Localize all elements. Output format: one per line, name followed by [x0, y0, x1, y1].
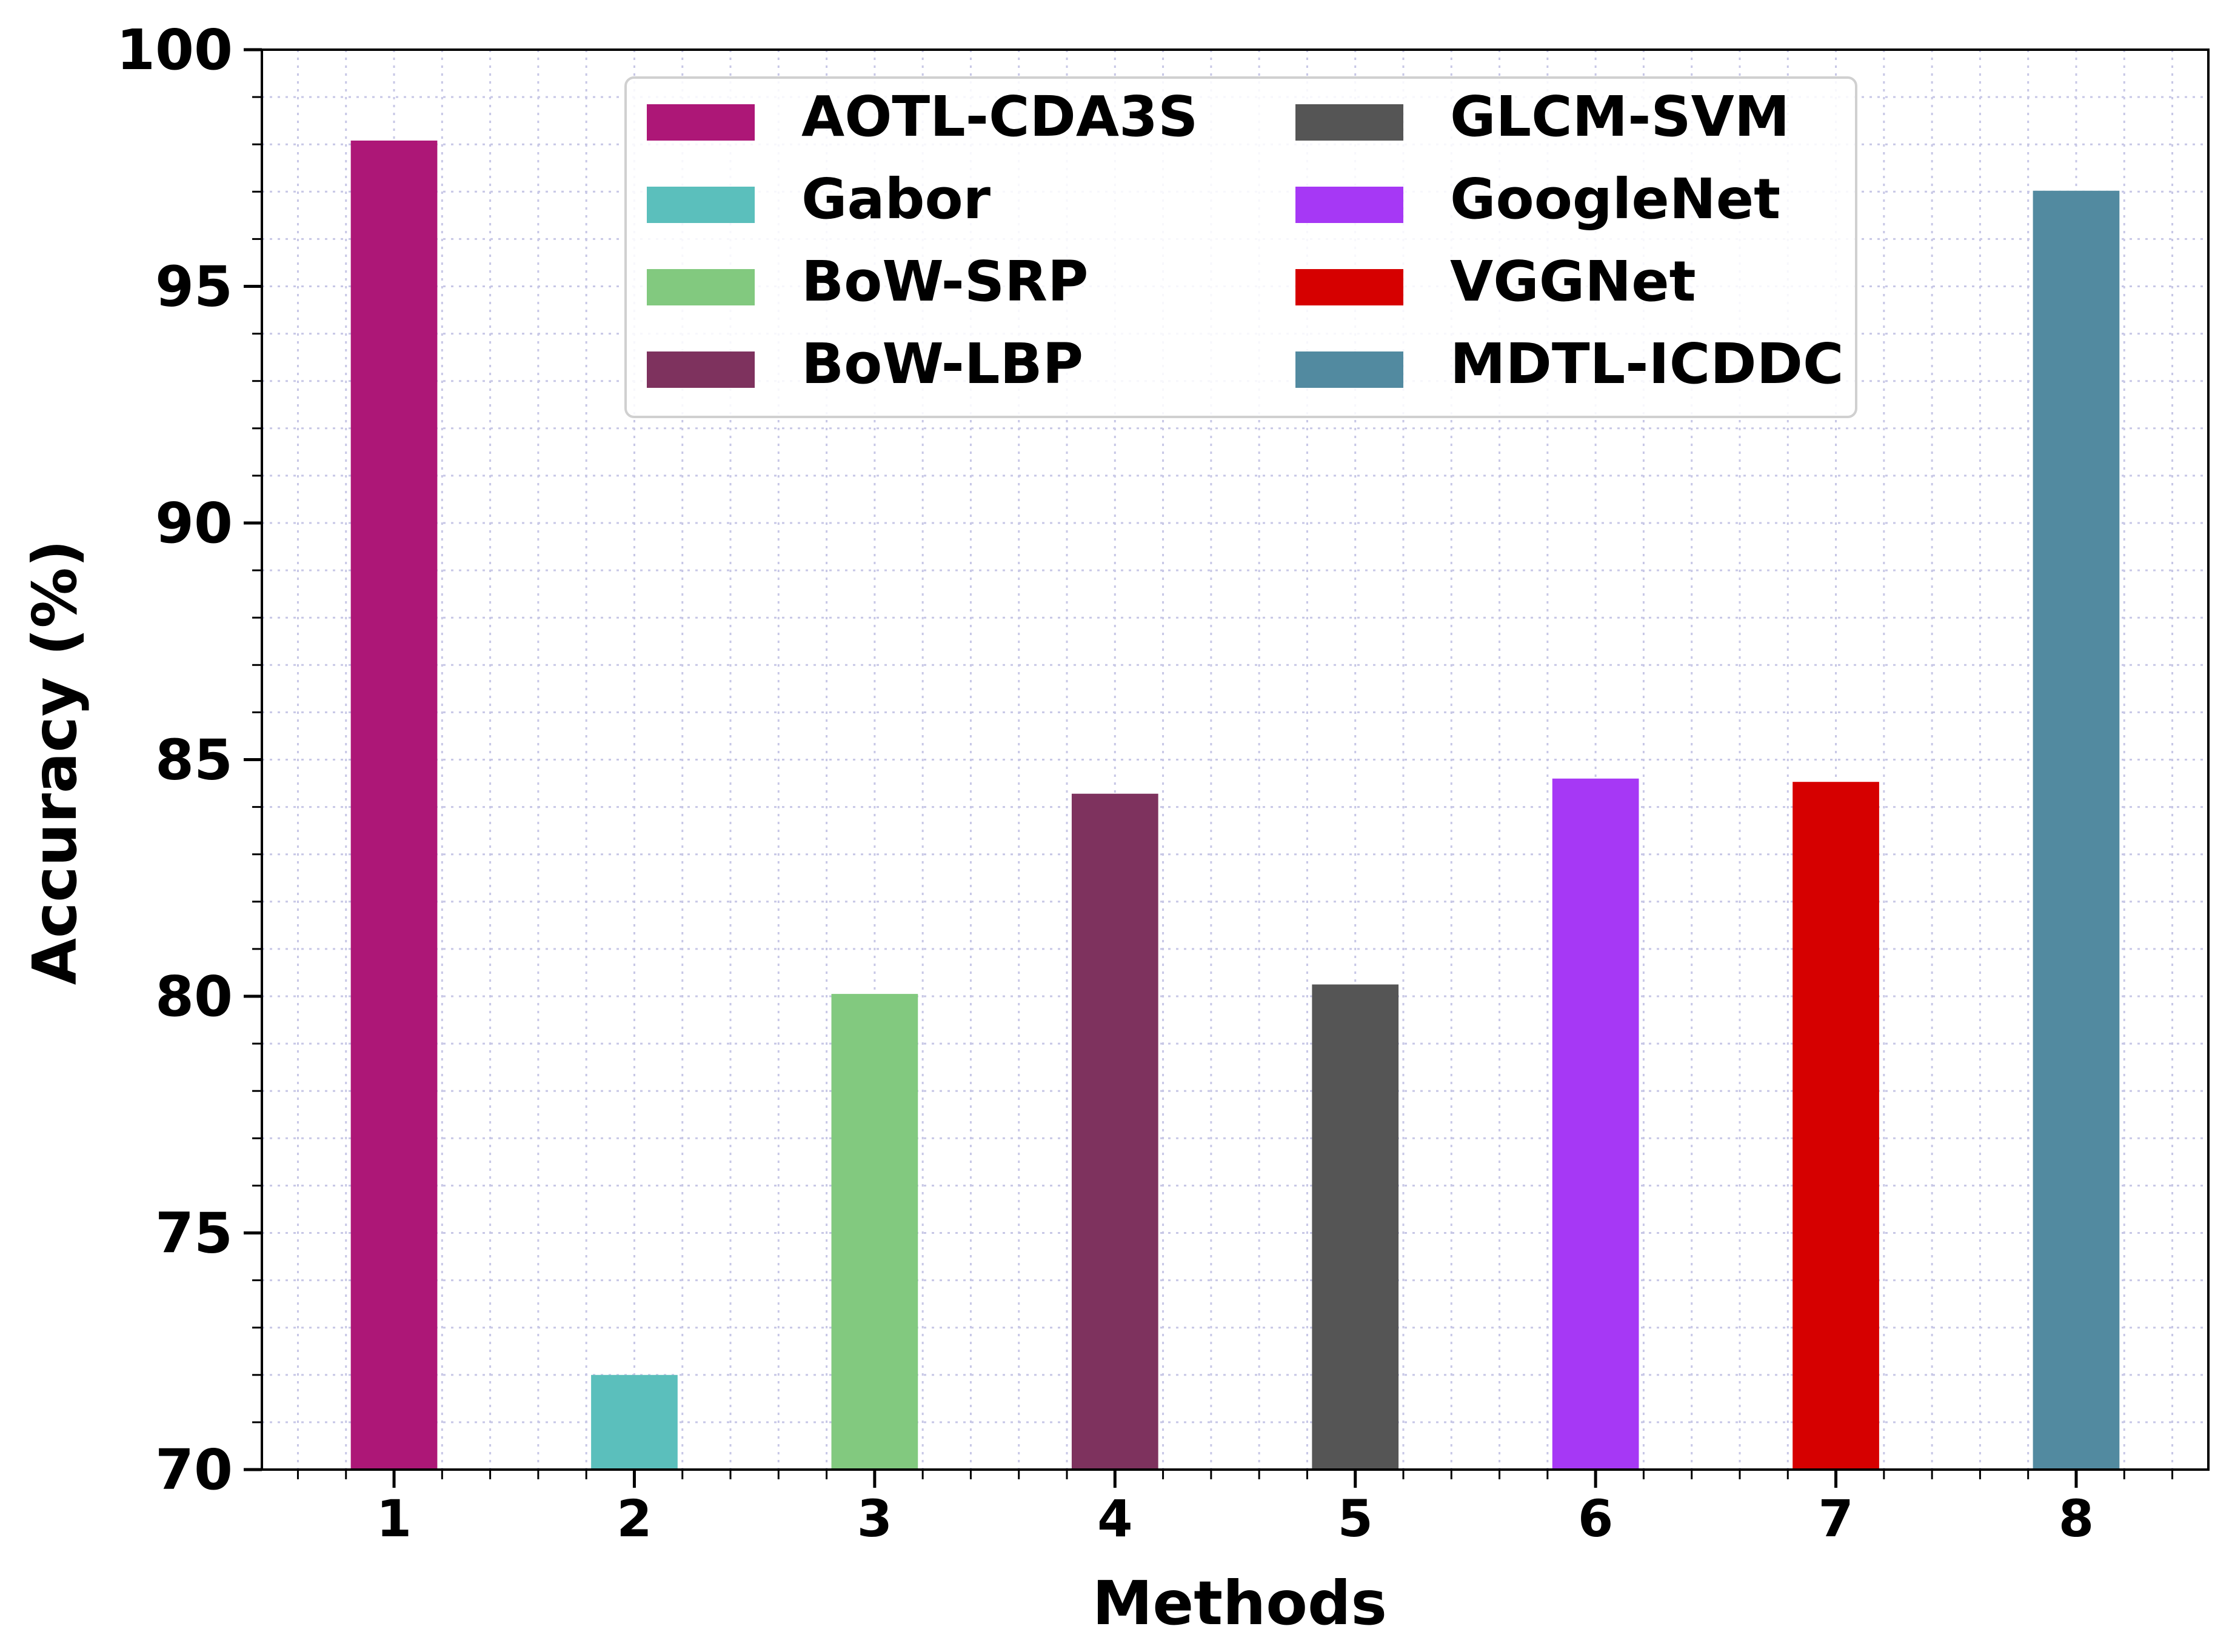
legend-swatch: [1295, 269, 1403, 305]
legend-label: Gabor: [801, 167, 991, 231]
bar-gabor: [591, 1374, 678, 1470]
bar-vggnet: [1793, 782, 1879, 1470]
legend-label: BoW-SRP: [801, 249, 1088, 314]
x-tick-label: 1: [376, 1489, 412, 1548]
y-tick-label: 85: [155, 728, 233, 793]
x-tick-label: 2: [616, 1489, 652, 1548]
legend-label: BoW-LBP: [801, 331, 1083, 396]
y-tick-label: 100: [116, 18, 233, 82]
x-tick-label: 4: [1097, 1489, 1132, 1548]
legend-label: GoogleNet: [1450, 167, 1780, 231]
legend-swatch: [647, 351, 755, 388]
bar-aotl-cda3s: [350, 140, 438, 1470]
legend-swatch: [1295, 351, 1403, 388]
legend-label: MDTL-ICDDC: [1450, 331, 1843, 396]
y-axis-title: Accuracy (%): [19, 540, 90, 985]
legend-swatch: [647, 269, 755, 305]
bar-glcm-svm: [1312, 984, 1399, 1470]
bar-mdtl-icddc: [2033, 190, 2120, 1470]
y-tick-label: 95: [155, 255, 233, 319]
legend-label: AOTL-CDA3S: [801, 84, 1198, 149]
x-tick-label: 3: [857, 1489, 892, 1548]
bar-googlenet: [1552, 778, 1639, 1470]
y-tick-label: 70: [155, 1437, 233, 1502]
x-tick-label: 5: [1337, 1489, 1372, 1548]
x-tick-label: 8: [2059, 1489, 2094, 1548]
x-tick-label: 6: [1578, 1489, 1613, 1548]
legend-swatch: [647, 187, 755, 223]
y-tick-label: 80: [155, 964, 233, 1029]
legend-label: VGGNet: [1450, 249, 1696, 314]
x-tick-label: 7: [1818, 1489, 1853, 1548]
y-tick-label: 90: [155, 491, 233, 556]
legend-swatch: [647, 104, 755, 141]
legend-label: GLCM-SVM: [1450, 84, 1789, 149]
x-axis-title: Methods: [1092, 1568, 1387, 1639]
bar-bow-srp: [831, 994, 918, 1470]
y-tick-label: 75: [155, 1201, 233, 1266]
legend-box: [624, 76, 1857, 418]
legend-swatch: [1295, 187, 1403, 223]
legend-swatch: [1295, 104, 1403, 141]
bar-bow-lbp: [1071, 793, 1158, 1470]
